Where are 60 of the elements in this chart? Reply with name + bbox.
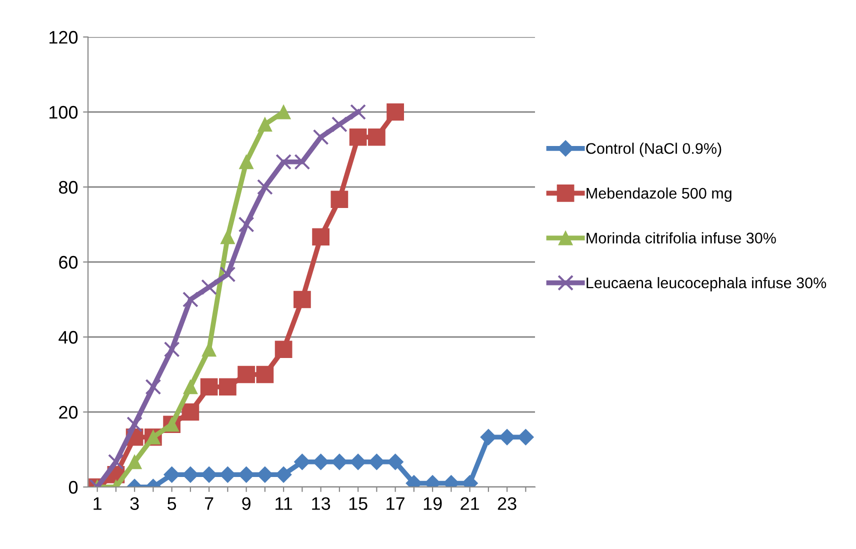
x-tick-label: 3 (130, 497, 139, 510)
point (330, 190, 348, 208)
point (200, 466, 218, 483)
point (219, 378, 236, 396)
x-tick-label: 19 (424, 497, 442, 510)
y-tick-label: 100 (50, 106, 78, 119)
legend-label: Leucaena leucocephala infuse 30% (586, 277, 826, 292)
point (275, 466, 292, 483)
point (183, 380, 198, 394)
y-tick-label: 120 (50, 30, 78, 44)
point (220, 266, 236, 282)
point (350, 104, 366, 120)
point (256, 179, 273, 195)
point (331, 116, 348, 132)
y-tick-label: 80 (58, 180, 78, 194)
x-tick-label: 17 (386, 497, 404, 510)
legend-label: Control (NaCl 0.9%) (586, 142, 722, 157)
point (294, 290, 311, 308)
x-tick-label: 5 (168, 497, 176, 510)
point (276, 154, 292, 170)
point (201, 279, 218, 296)
point (145, 378, 162, 395)
point (182, 403, 200, 421)
x-tick-label: 11 (276, 497, 292, 510)
x-tick-label: 9 (242, 497, 250, 510)
point (312, 228, 330, 246)
x-tick-label: 7 (204, 497, 214, 510)
point (312, 129, 329, 146)
x-tick-label: 21 (460, 497, 479, 510)
point (220, 230, 235, 244)
point (294, 454, 310, 470)
legend-label: Mebendazole 500 mg (586, 187, 732, 202)
point (258, 117, 272, 132)
y-tick-label: 0 (68, 480, 78, 494)
point (127, 454, 142, 470)
point (108, 454, 124, 470)
point (386, 103, 404, 121)
y-tick-label: 40 (58, 330, 78, 344)
x-tick-label: 1 (94, 497, 102, 510)
point (182, 292, 198, 308)
y-tick-label: 60 (59, 256, 78, 269)
point (274, 340, 292, 358)
point (276, 104, 291, 120)
point (294, 154, 310, 170)
legend-label: Morinda citrifolia infuse 30% (586, 232, 776, 244)
x-tick-label: 15 (349, 497, 368, 510)
point (368, 128, 386, 146)
point (387, 454, 404, 470)
point (349, 128, 367, 146)
point (498, 428, 516, 446)
point (256, 366, 274, 384)
point (200, 378, 218, 396)
point (238, 366, 255, 384)
point (164, 341, 180, 358)
y-tick-label: 20 (59, 406, 78, 419)
point (126, 416, 143, 432)
x-tick-label: 13 (312, 497, 330, 510)
point (239, 154, 254, 170)
x-tick-label: 23 (498, 497, 516, 510)
point (238, 216, 254, 232)
